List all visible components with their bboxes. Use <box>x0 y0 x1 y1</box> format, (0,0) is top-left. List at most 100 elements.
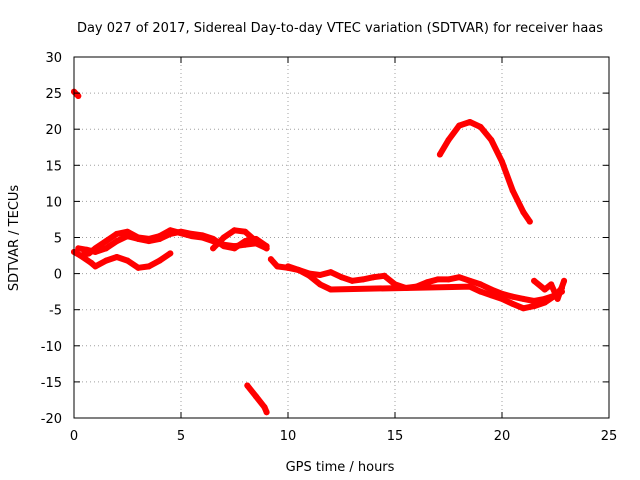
data-point <box>509 187 516 194</box>
x-tick-label: 5 <box>177 429 185 444</box>
data-point <box>103 245 110 252</box>
data-point <box>531 303 538 310</box>
data-point <box>499 158 505 165</box>
data-point <box>103 238 110 245</box>
data-point <box>370 274 377 281</box>
data-point <box>88 259 95 266</box>
x-tick-label: 20 <box>494 429 511 444</box>
data-point <box>477 281 484 288</box>
data-point <box>456 122 463 129</box>
data-point <box>488 286 495 293</box>
y-tick-label: -5 <box>49 304 62 319</box>
data-point <box>167 230 174 237</box>
data-point <box>466 277 473 284</box>
data-point <box>75 92 82 99</box>
data-point <box>349 277 356 284</box>
data-point <box>92 248 99 255</box>
y-axis-label: SDTVAR / TECUs <box>7 185 22 292</box>
data-point <box>317 281 324 288</box>
y-tick-label: -20 <box>41 412 62 427</box>
data-point <box>488 137 495 144</box>
data-point <box>210 245 217 252</box>
data-point <box>261 404 268 411</box>
data-point <box>477 124 484 131</box>
data-point <box>83 246 90 253</box>
data-point <box>242 228 249 235</box>
data-point <box>436 151 443 158</box>
data-point <box>210 235 217 242</box>
data-point <box>306 272 313 279</box>
data-point <box>509 293 516 300</box>
axis-ticks: 0 5 10 15 20 25 -20 -15 -10 -5 0 5 10 15 20 25 30 <box>41 51 618 444</box>
data-point <box>135 264 142 271</box>
data-point <box>274 263 281 270</box>
data-point <box>541 299 548 306</box>
data-point <box>244 382 251 389</box>
data-point <box>466 283 473 290</box>
y-tick-label: 25 <box>45 87 62 102</box>
y-tick-label: 10 <box>45 195 62 210</box>
data-point <box>231 227 238 234</box>
data-point <box>263 245 270 252</box>
data-point <box>381 272 388 279</box>
data-point <box>252 238 259 245</box>
data-point <box>359 276 366 283</box>
data-point <box>75 245 82 252</box>
data-point <box>526 218 533 225</box>
data-point <box>327 286 334 293</box>
y-tick-label: -15 <box>41 376 62 391</box>
chart-title: Day 027 of 2017, Sidereal Day-to-day VTE… <box>77 21 603 36</box>
data-point <box>456 274 463 281</box>
data-point <box>188 230 195 237</box>
data-point <box>488 292 495 299</box>
x-tick-label: 25 <box>601 429 618 444</box>
data-point <box>499 295 505 302</box>
y-tick-label: 0 <box>54 268 62 283</box>
data-point <box>338 274 345 281</box>
data-point <box>113 253 120 260</box>
data-point <box>135 235 142 242</box>
series-high-arc <box>436 119 533 225</box>
data-point <box>199 232 206 239</box>
data-point <box>317 272 324 279</box>
y-tick-label: 15 <box>45 159 62 174</box>
data-point <box>124 233 131 240</box>
data-point <box>124 257 131 264</box>
data-point <box>424 279 431 286</box>
data-point <box>267 256 274 263</box>
x-axis-label: GPS time / hours <box>286 460 395 475</box>
data-point <box>92 263 99 270</box>
data-point <box>145 238 152 245</box>
data-point <box>220 243 227 250</box>
data-point <box>561 277 568 284</box>
x-tick-label: 0 <box>70 429 78 444</box>
y-tick-label: 20 <box>45 123 62 138</box>
y-tick-label: 5 <box>54 232 62 247</box>
data-point <box>445 276 452 283</box>
data-point <box>295 266 302 273</box>
data-point <box>445 137 452 144</box>
data-point <box>531 277 538 284</box>
data-point <box>220 234 227 241</box>
data-point <box>263 409 270 416</box>
data-point <box>178 228 184 235</box>
data-point <box>520 209 527 216</box>
data-point <box>231 245 238 252</box>
data-point <box>113 230 120 237</box>
data-point <box>156 257 163 264</box>
grid <box>74 57 609 418</box>
data-point <box>520 295 527 302</box>
data-point <box>167 250 174 257</box>
data-point <box>103 257 110 264</box>
data-point <box>242 238 249 245</box>
data-point <box>124 228 131 235</box>
data-point <box>434 276 441 283</box>
data-point <box>327 269 334 276</box>
x-tick-label: 10 <box>280 429 297 444</box>
data-point <box>285 263 291 270</box>
y-tick-label: 30 <box>45 51 62 66</box>
data-point <box>252 393 259 400</box>
data-point <box>520 305 527 312</box>
data-point <box>554 295 561 302</box>
